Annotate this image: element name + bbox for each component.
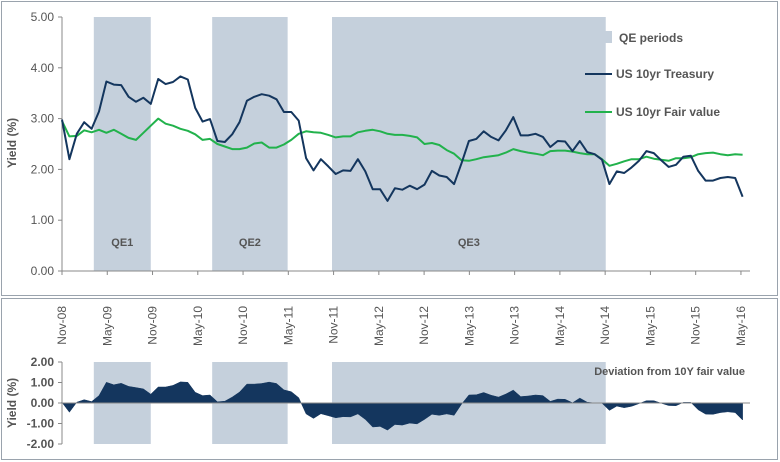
qe-labels: QE1 QE2 QE3 bbox=[111, 237, 480, 249]
bottom-y-tick-label: -1.00 bbox=[27, 417, 55, 431]
bottom-y-tick-label: 0.00 bbox=[31, 396, 55, 410]
qe-label-1: QE1 bbox=[111, 237, 133, 249]
top-y-tick-label: 4.00 bbox=[31, 61, 55, 75]
x-tick-label: May-14 bbox=[553, 306, 567, 346]
bottom-y-axis-label: Yield (%) bbox=[5, 378, 19, 428]
qe-shade-top-2 bbox=[212, 17, 288, 271]
top-panel-border bbox=[1, 1, 778, 296]
x-tick-label: May-12 bbox=[372, 306, 386, 346]
x-tick-label: Nov-14 bbox=[598, 306, 612, 345]
bottom-y-tick-label: -2.00 bbox=[27, 437, 55, 451]
x-tick-label: Nov-13 bbox=[508, 306, 522, 345]
bottom-y-tick-label: 2.00 bbox=[31, 355, 55, 369]
bottom-y-tick-label: 1.00 bbox=[31, 376, 55, 390]
x-tick-label: May-13 bbox=[462, 306, 476, 346]
top-y-tick-label: 0.00 bbox=[31, 264, 55, 278]
x-tick-label: May-10 bbox=[191, 306, 205, 346]
x-tick-label: May-15 bbox=[643, 306, 657, 346]
legend: QE periods US 10yr Treasury US 10yr Fair… bbox=[585, 31, 720, 119]
bottom-y-tick-labels: 2.00 1.00 0.00 -1.00 -2.00 bbox=[27, 355, 55, 451]
x-tick-label: May-09 bbox=[100, 306, 114, 346]
main-chart: 5.004.003.002.001.000.00 Yield (%) QE1 QE… bbox=[5, 10, 750, 346]
x-tick-label: May-11 bbox=[281, 306, 295, 345]
top-y-tick-label: 3.00 bbox=[31, 112, 55, 126]
qe-label-2: QE2 bbox=[239, 237, 261, 249]
x-tick-label: Nov-12 bbox=[417, 306, 431, 345]
x-tick-labels: Nov-08 May-09 Nov-09 May-10 Nov-10 May-11 Nov-… bbox=[55, 306, 748, 346]
top-y-axis-label: Yield (%) bbox=[5, 118, 19, 168]
x-tick-label: Nov-11 bbox=[327, 306, 341, 344]
top-y-tick-label: 2.00 bbox=[31, 162, 55, 176]
top-axes bbox=[58, 16, 750, 275]
x-tick-label: Nov-09 bbox=[146, 306, 160, 345]
qe-label-3: QE3 bbox=[458, 237, 480, 249]
fair-value-line bbox=[61, 117, 743, 167]
bottom-axes bbox=[58, 361, 63, 445]
series-lines bbox=[61, 75, 744, 202]
top-y-tick-label: 5.00 bbox=[31, 10, 55, 24]
x-tick-label: Nov-08 bbox=[55, 306, 69, 345]
deviation-chart: 2.00 1.00 0.00 -1.00 -2.00 Yield (%) Deviati… bbox=[5, 355, 750, 451]
x-tick-label: Nov-15 bbox=[689, 306, 703, 345]
top-y-tick-labels: 5.00 4.00 3.00 2.00 1.00 0.00 bbox=[31, 10, 55, 278]
qe-shade-top-1 bbox=[93, 17, 151, 271]
legend-label-qe: QE periods bbox=[619, 31, 683, 45]
qe-shading-group bbox=[93, 17, 606, 271]
x-tick-label: Nov-10 bbox=[236, 306, 250, 345]
legend-label-treasury: US 10yr Treasury bbox=[616, 67, 714, 81]
deviation-title: Deviation from 10Y fair value bbox=[594, 366, 745, 378]
bottom-panel-border bbox=[1, 298, 778, 460]
x-tick-label: May-16 bbox=[734, 306, 748, 346]
legend-label-fair-value: US 10yr Fair value bbox=[616, 105, 720, 119]
treasury-line bbox=[61, 75, 744, 202]
legend-swatch-qe bbox=[585, 31, 612, 43]
deviation-area-group bbox=[61, 381, 750, 431]
top-y-tick-label: 1.00 bbox=[31, 213, 55, 227]
